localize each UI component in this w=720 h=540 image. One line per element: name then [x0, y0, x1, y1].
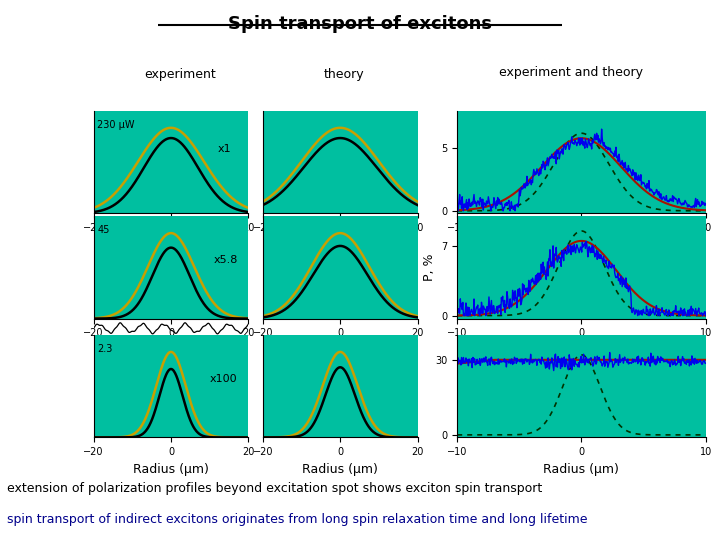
- Text: x5.8: x5.8: [214, 255, 238, 265]
- Text: Spin transport of excitons: Spin transport of excitons: [228, 15, 492, 33]
- Y-axis label: P, %: P, %: [423, 254, 436, 281]
- Text: 45: 45: [97, 225, 110, 235]
- Text: theory: theory: [324, 68, 364, 81]
- X-axis label: Radius (μm): Radius (μm): [302, 463, 378, 476]
- Text: experiment: experiment: [145, 68, 216, 81]
- Bar: [83, 38, 451, 105]
- X-axis label: Radius (μm): Radius (μm): [544, 463, 619, 476]
- Text: x100: x100: [210, 374, 238, 384]
- Text: spin transport of indirect excitons originates from long spin relaxation time an: spin transport of indirect excitons orig…: [7, 513, 588, 526]
- Text: 230 μW: 230 μW: [97, 120, 135, 130]
- Text: 2.3: 2.3: [97, 344, 113, 354]
- Text: x1: x1: [217, 144, 231, 154]
- Text: extension of polarization profiles beyond excitation spot shows exciton spin tra: extension of polarization profiles beyon…: [7, 482, 542, 495]
- X-axis label: Radius (μm): Radius (μm): [133, 463, 209, 476]
- Text: experiment and theory: experiment and theory: [499, 66, 643, 79]
